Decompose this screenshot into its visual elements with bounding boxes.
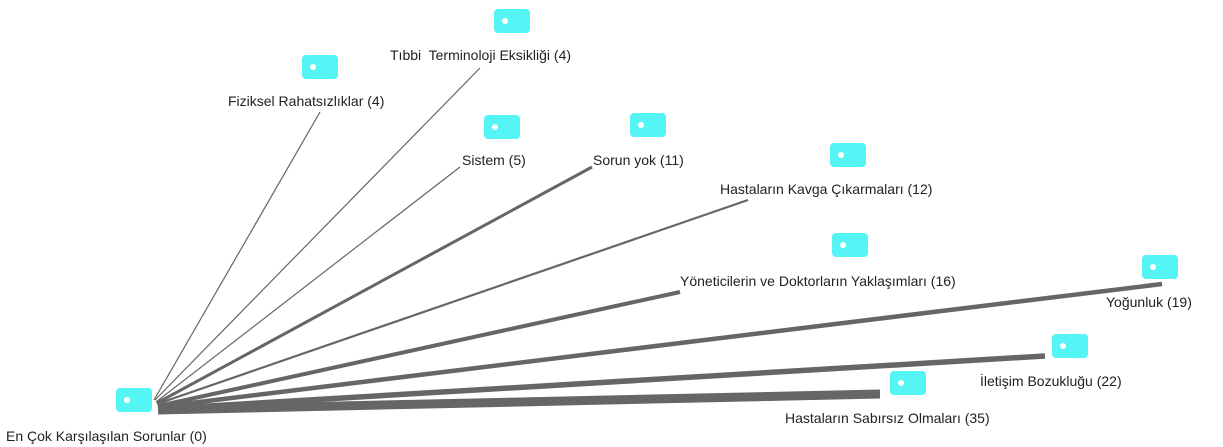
edge [157,353,1046,412]
node-icon[interactable] [494,9,530,33]
labels: En Çok Karşılaşılan Sorunlar (0) Tıbbi T… [6,47,1192,444]
node-icon[interactable] [302,55,338,79]
edges [153,67,1163,415]
root-icon[interactable] [116,388,152,412]
node-icon[interactable] [890,371,926,395]
edge [157,290,681,408]
edge [157,389,881,415]
node-icon[interactable] [1142,255,1178,279]
node-icon[interactable] [1052,334,1088,358]
node-label: Tıbbi Terminoloji Eksikliği (4) [390,47,571,63]
edge [156,165,593,405]
edge [157,281,1163,410]
edge [154,67,481,401]
node-label: Hastaların Sabırsız Olmaları (35) [785,410,990,426]
node-icon[interactable] [830,143,866,167]
node-icon[interactable] [832,233,868,257]
node-label: Fiziksel Rahatsızlıklar (4) [228,93,384,109]
edge [153,111,321,401]
edge [155,166,461,403]
node-icon[interactable] [630,113,666,137]
node-label: Yöneticilerin ve Doktorların Yaklaşımlar… [680,273,956,289]
node-label: Sistem (5) [462,152,526,168]
root-label: En Çok Karşılaşılan Sorunlar (0) [6,428,207,444]
node-label: Hastaların Kavga Çıkarmaları (12) [720,181,932,197]
edge [156,198,749,406]
node-label: Sorun yok (11) [593,152,684,168]
node-label: İletişim Bozukluğu (22) [980,372,1122,389]
node-label: Yoğunluk (19) [1106,294,1192,310]
node-icon[interactable] [484,115,520,139]
icons [116,9,1178,412]
